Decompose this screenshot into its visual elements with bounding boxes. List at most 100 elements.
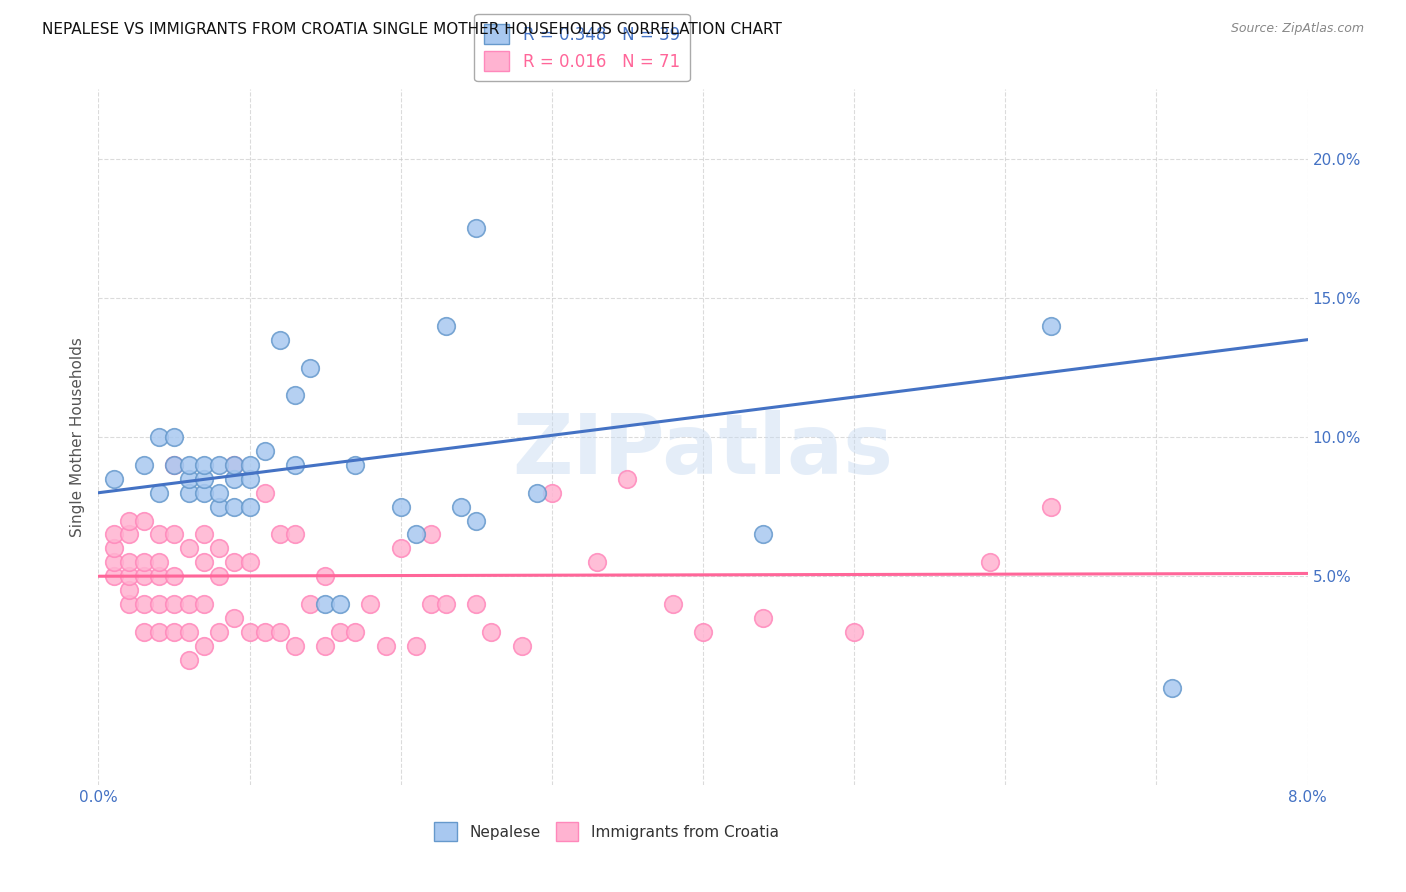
Point [118,514,141,528]
Point [239,624,262,639]
Point [163,569,186,583]
Point [118,527,141,541]
Point [193,485,215,500]
Point [208,458,231,472]
Point [224,611,246,625]
Point [118,583,141,598]
Text: ZIPatlas: ZIPatlas [513,410,893,491]
Point [103,541,125,556]
Point [208,500,231,514]
Point [132,458,155,472]
Point [269,527,291,541]
Point [208,624,231,639]
Point [405,639,427,653]
Point [132,624,155,639]
Point [465,597,488,611]
Point [179,624,201,639]
Point [979,555,1001,569]
Point [163,597,186,611]
Point [193,472,215,486]
Point [132,569,155,583]
Point [163,458,186,472]
Point [661,597,683,611]
Point [239,458,262,472]
Point [344,624,367,639]
Point [239,500,262,514]
Point [103,555,125,569]
Point [224,555,246,569]
Point [179,597,201,611]
Point [193,555,215,569]
Point [163,458,186,472]
Point [586,555,609,569]
Point [148,597,170,611]
Point [389,541,412,556]
Point [450,500,472,514]
Point [314,569,336,583]
Point [148,555,170,569]
Point [420,527,443,541]
Point [405,527,427,541]
Point [465,514,488,528]
Point [132,555,155,569]
Point [224,458,246,472]
Point [239,472,262,486]
Point [148,569,170,583]
Point [284,527,307,541]
Point [179,653,201,667]
Point [434,597,457,611]
Point [239,555,262,569]
Point [1039,500,1062,514]
Point [752,611,775,625]
Point [253,444,276,458]
Point [193,639,215,653]
Point [224,472,246,486]
Point [692,624,714,639]
Point [163,527,186,541]
Point [299,597,322,611]
Text: Source: ZipAtlas.com: Source: ZipAtlas.com [1230,22,1364,36]
Point [269,624,291,639]
Point [389,500,412,514]
Point [132,514,155,528]
Point [103,569,125,583]
Point [103,472,125,486]
Point [284,388,307,402]
Point [193,527,215,541]
Point [224,458,246,472]
Point [844,624,866,639]
Point [374,639,396,653]
Point [314,597,336,611]
Legend: Nepalese, Immigrants from Croatia: Nepalese, Immigrants from Croatia [427,816,785,847]
Point [148,624,170,639]
Y-axis label: Single Mother Households: Single Mother Households [69,337,84,537]
Point [103,527,125,541]
Point [329,624,352,639]
Point [179,472,201,486]
Point [540,485,562,500]
Point [510,639,533,653]
Point [253,485,276,500]
Point [179,541,201,556]
Point [752,527,775,541]
Point [420,597,443,611]
Point [1039,318,1062,333]
Point [526,485,548,500]
Point [118,555,141,569]
Point [208,569,231,583]
Point [193,458,215,472]
Point [118,597,141,611]
Point [344,458,367,472]
Point [269,333,291,347]
Point [284,458,307,472]
Point [163,430,186,444]
Point [208,485,231,500]
Point [132,597,155,611]
Point [179,485,201,500]
Point [299,360,322,375]
Point [253,624,276,639]
Point [193,597,215,611]
Point [224,500,246,514]
Text: NEPALESE VS IMMIGRANTS FROM CROATIA SINGLE MOTHER HOUSEHOLDS CORRELATION CHART: NEPALESE VS IMMIGRANTS FROM CROATIA SING… [42,22,782,37]
Point [163,624,186,639]
